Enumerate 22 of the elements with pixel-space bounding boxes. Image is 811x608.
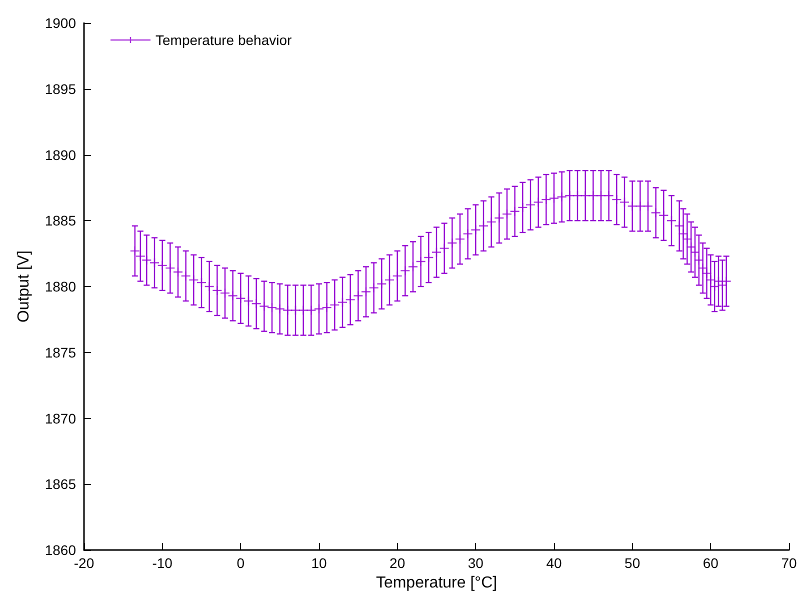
legend-label: Temperature behavior: [156, 32, 292, 48]
x-tick-label: 70: [781, 555, 797, 571]
x-tick-label: 30: [468, 555, 484, 571]
x-axis-title: Temperature [°C]: [376, 574, 498, 592]
y-tick-label: 1865: [44, 476, 76, 492]
x-tick-label: 40: [546, 555, 562, 571]
x-tick-label: 10: [311, 555, 327, 571]
x-tick-label: -10: [152, 555, 173, 571]
x-tick-label: 60: [702, 555, 719, 571]
y-tick-label: 1900: [44, 15, 76, 31]
y-tick-label: 1860: [44, 542, 76, 558]
y-tick-label: 1885: [44, 212, 76, 229]
y-tick-label: 1870: [44, 410, 76, 426]
x-tick-label: 50: [624, 555, 640, 571]
y-axis-title: Output [V]: [16, 250, 32, 323]
y-tick-label: 1895: [44, 80, 76, 97]
y-tick-label: 1880: [44, 278, 76, 294]
x-tick-label: 20: [390, 555, 406, 571]
x-tick-label: -20: [74, 555, 94, 571]
y-tick-label: 1890: [44, 146, 76, 163]
y-tick-label: 1875: [44, 344, 76, 360]
x-tick-label: 0: [236, 555, 245, 571]
